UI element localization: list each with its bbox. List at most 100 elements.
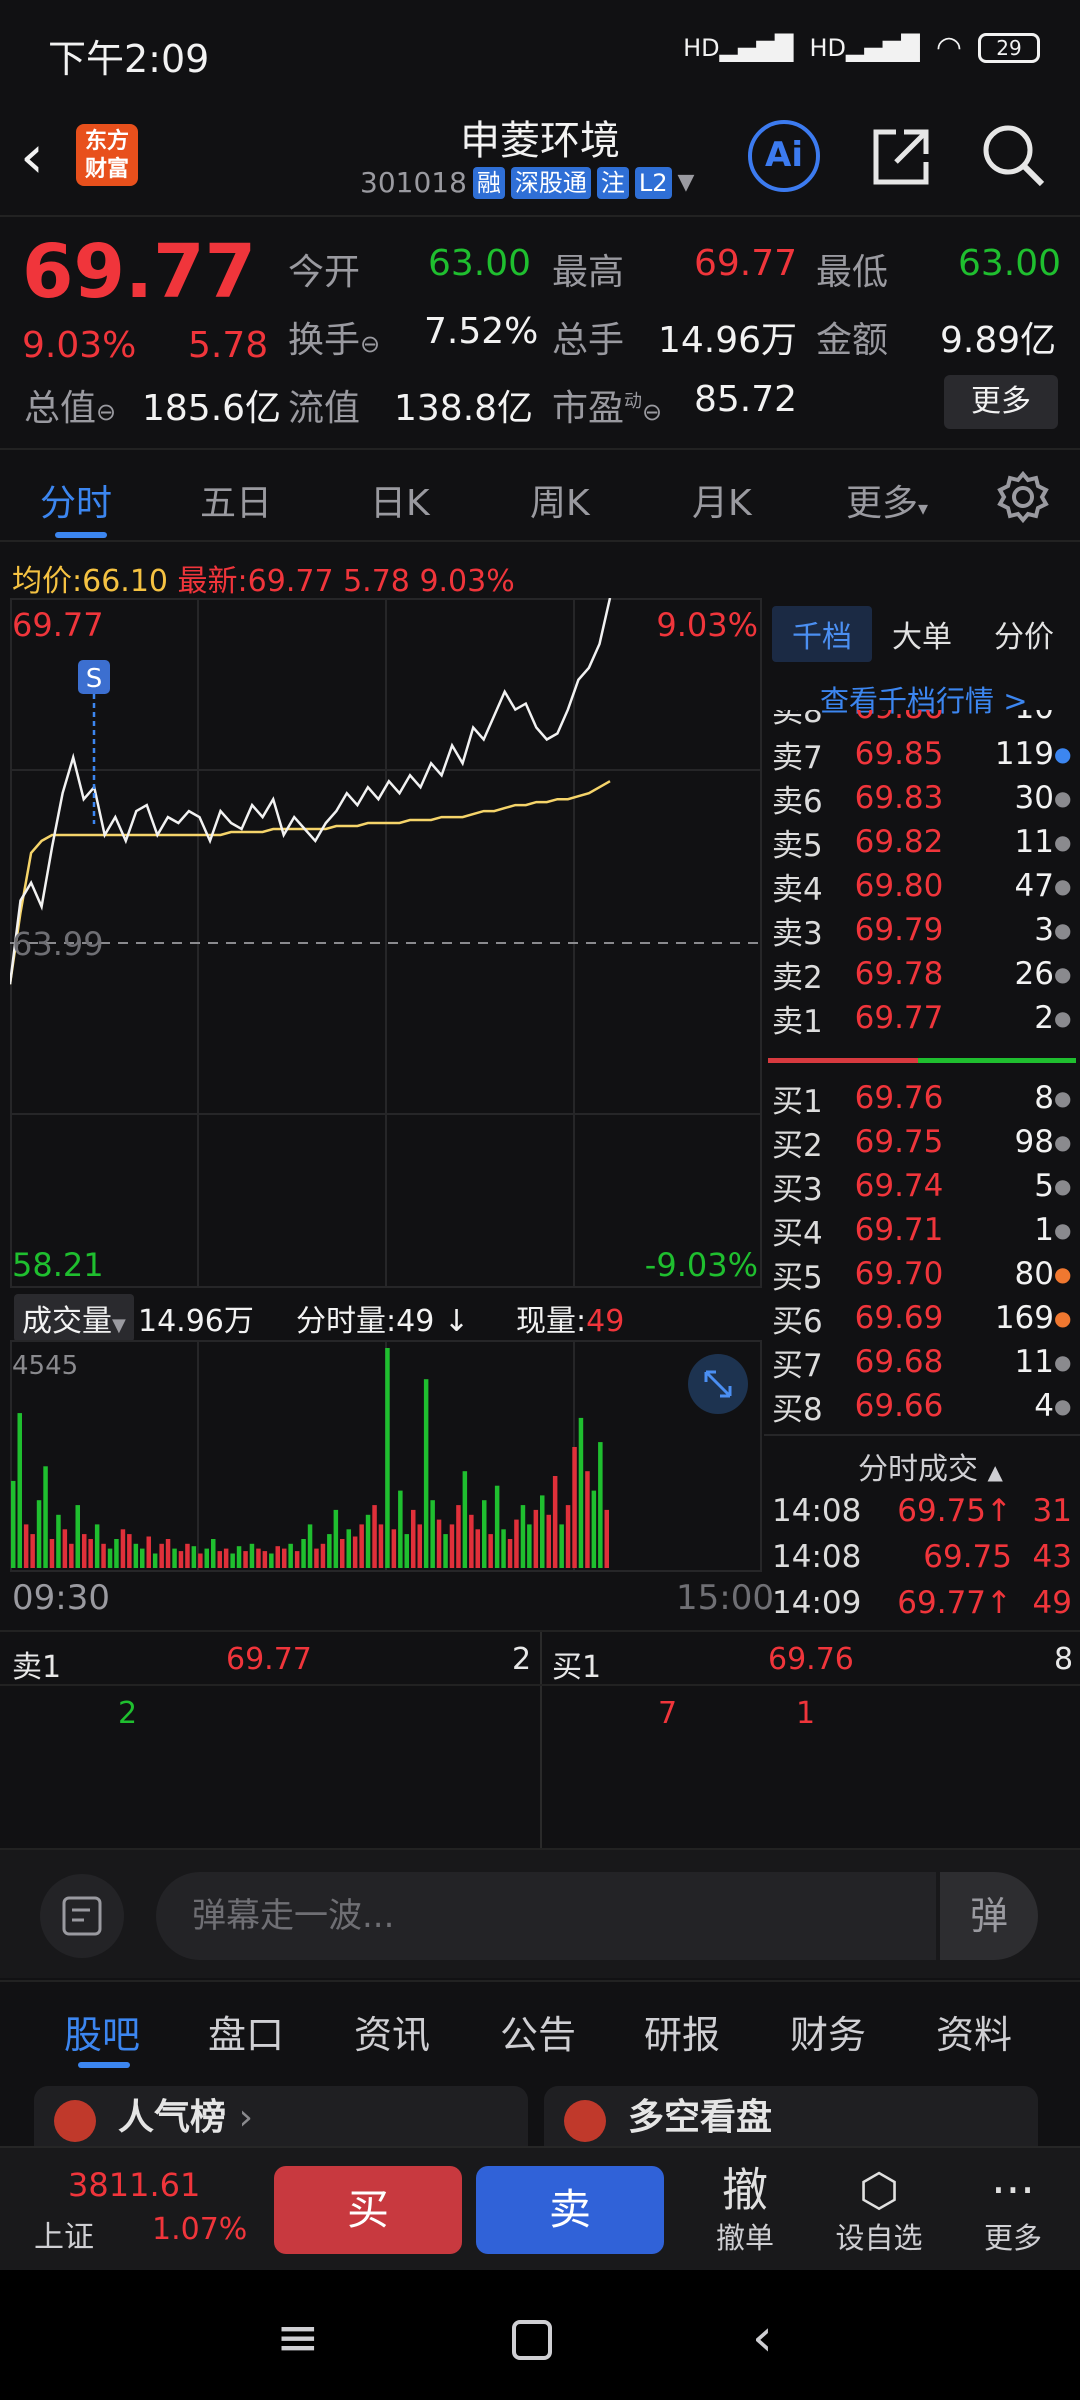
book-tab-price-dist[interactable]: 分价 — [994, 620, 1054, 655]
app-logo[interactable]: 东方 财富 — [76, 124, 138, 186]
volume-bar — [527, 1524, 532, 1568]
index-name[interactable]: 上证 — [34, 2220, 94, 2255]
bid-row[interactable]: 买4 69.71 1 ● — [772, 1208, 1072, 1252]
book-tab-depth[interactable]: 千档 — [772, 606, 872, 662]
status-bar: 下午2:09 HD▂▄▆█ HD▂▄▆█ ◠ 29 — [0, 0, 1080, 100]
tick-trades-title[interactable]: 分时成交 ▲ — [858, 1452, 1003, 1487]
tab-intraday[interactable]: 分时 — [40, 483, 113, 524]
tab-monthly-k[interactable]: 月K — [692, 483, 752, 524]
ask-row[interactable]: 卖1 69.77 2 ● — [772, 996, 1072, 1040]
bid-volume: 11 — [1014, 1344, 1054, 1380]
bid-row[interactable]: 买3 69.74 5 ● — [772, 1164, 1072, 1208]
caret-down-icon: ▼ — [112, 1315, 126, 1336]
tab-news[interactable]: 资讯 — [354, 2013, 431, 2057]
menu-icon[interactable]: ≡ — [276, 2308, 320, 2368]
high-label: 最高 — [552, 252, 625, 293]
danmaku-bar: 弹幕走一波... 弹 — [0, 1848, 1080, 1978]
volume-chart[interactable]: 4545 — [10, 1340, 762, 1572]
index-pct[interactable]: 1.07% — [152, 2212, 248, 2247]
pe-label[interactable]: 市盈动⊖ — [552, 388, 663, 429]
volume-bar — [404, 1534, 409, 1568]
tab-weekly-k[interactable]: 周K — [530, 483, 590, 524]
ask-row[interactable]: 卖3 69.79 3 ● — [772, 908, 1072, 952]
volume-indicator-select[interactable]: 成交量▼ — [14, 1294, 134, 1342]
status-dot-icon: ● — [1054, 1174, 1072, 1198]
index-value[interactable]: 3811.61 — [68, 2166, 201, 2204]
status-icons: HD▂▄▆█ HD▂▄▆█ ◠ 29 — [683, 30, 1040, 65]
volume-bar — [172, 1548, 177, 1568]
book-tab-big-orders[interactable]: 大单 — [892, 620, 952, 655]
back-icon[interactable]: ‹ — [20, 122, 44, 192]
tab-profile[interactable]: 资料 — [936, 2013, 1013, 2057]
settings-gear-icon[interactable] — [996, 470, 1050, 528]
tab-five-day[interactable]: 五日 — [200, 483, 273, 524]
volume-bar — [333, 1509, 339, 1568]
tab-forum[interactable]: 股吧 — [64, 2013, 141, 2057]
info-icon: ⊖ — [360, 330, 381, 358]
bid-row[interactable]: 买2 69.75 98 ● — [772, 1120, 1072, 1164]
expand-icon[interactable] — [688, 1354, 748, 1414]
bid-row[interactable]: 买5 69.70 80 ● — [772, 1252, 1072, 1296]
more-actions-button[interactable]: ··· 更多 — [958, 2162, 1068, 2258]
bull-bear-card[interactable]: 多空看盘 — [544, 2086, 1038, 2146]
tab-daily-k[interactable]: 日K — [370, 483, 430, 524]
tick-price: 69.77↑ — [897, 1585, 1012, 1621]
tab-research[interactable]: 研报 — [644, 2013, 721, 2057]
bid-level: 买1 — [772, 1083, 823, 1120]
view-depth-link[interactable]: 查看千档行情 > — [820, 684, 1028, 718]
volume-bar — [17, 1413, 22, 1568]
stock-code-tags[interactable]: 301018 融 深股通 注 L2 ▼ — [360, 166, 694, 199]
tab-order-detail[interactable]: 盘口 — [208, 2013, 285, 2057]
comment-list-icon[interactable] — [40, 1874, 124, 1958]
tab-more[interactable]: 更多▾ — [846, 483, 929, 524]
ask-row[interactable]: 卖2 69.78 26 ● — [772, 952, 1072, 996]
popularity-card[interactable]: 人气榜 › — [34, 2086, 528, 2146]
share-icon[interactable] — [868, 124, 934, 190]
ask-row[interactable]: 卖4 69.80 47 ● — [772, 864, 1072, 908]
bid-row[interactable]: 买7 69.68 11 ● — [772, 1340, 1072, 1384]
sell-marker[interactable]: S — [78, 660, 110, 824]
volume-bar — [165, 1539, 171, 1568]
bid-row[interactable]: 买8 69.66 4 ● — [772, 1384, 1072, 1428]
buy-button[interactable]: 买 — [274, 2166, 462, 2254]
volume-bar — [585, 1471, 590, 1568]
danmaku-input[interactable]: 弹幕走一波... — [156, 1872, 936, 1960]
current-price: 69.77 — [22, 229, 257, 315]
danmaku-toggle-button[interactable]: 弹 — [940, 1872, 1038, 1960]
tick-time: 14:09 — [772, 1585, 862, 1621]
tab-finance[interactable]: 财务 — [790, 2013, 867, 2057]
volume-bars — [11, 1348, 609, 1568]
low-label: 最低 — [816, 252, 889, 293]
sell-marker-label: S — [86, 664, 103, 694]
tag-connect: 深股通 — [510, 166, 591, 199]
strip-sell-vol: 2 — [512, 1642, 532, 1677]
add-watchlist-button[interactable]: ⬡ 设自选 — [824, 2162, 934, 2258]
back-nav-icon[interactable]: ‹ — [752, 2308, 773, 2368]
hexagon-settings-icon: ⬡ — [858, 2163, 900, 2217]
cancel-order-button[interactable]: 撤 撤单 — [690, 2162, 800, 2258]
search-icon[interactable] — [978, 120, 1048, 190]
intraday-price-chart[interactable]: 69.77 9.03% 63.99 58.21 -9.03% S — [10, 598, 762, 1288]
volume-bar — [488, 1534, 493, 1568]
home-icon[interactable] — [510, 2308, 554, 2375]
ask-row[interactable]: 卖7 69.85 119 ● — [772, 732, 1072, 776]
volume-bar — [262, 1551, 268, 1568]
period-tabs: 分时 五日 日K 周K 月K 更多▾ — [0, 448, 1080, 542]
bid-volume: 98 — [1014, 1124, 1054, 1160]
stock-name: 申菱环境 — [460, 118, 620, 164]
ask-row[interactable]: 卖5 69.82 11 ● — [772, 820, 1072, 864]
sell-button[interactable]: 卖 — [476, 2166, 664, 2254]
market-cap-label[interactable]: 总值⊖ — [24, 388, 117, 429]
quote-more-button[interactable]: 更多 — [944, 375, 1058, 429]
ai-button[interactable]: Ai — [748, 120, 820, 192]
bid-row[interactable]: 买6 69.69 169 ● — [772, 1296, 1072, 1340]
volume-bar — [36, 1500, 42, 1568]
bid-row[interactable]: 买1 69.76 8 ● — [772, 1076, 1072, 1120]
divider — [764, 1434, 1080, 1436]
status-dot-icon: ● — [1054, 1218, 1072, 1242]
turnover-label[interactable]: 换手⊖ — [288, 320, 381, 361]
x-start-label: 09:30 — [12, 1578, 110, 1618]
bid-volume: 8 — [1034, 1080, 1054, 1116]
tab-announcements[interactable]: 公告 — [500, 2013, 577, 2057]
ask-row[interactable]: 卖6 69.83 30 ● — [772, 776, 1072, 820]
